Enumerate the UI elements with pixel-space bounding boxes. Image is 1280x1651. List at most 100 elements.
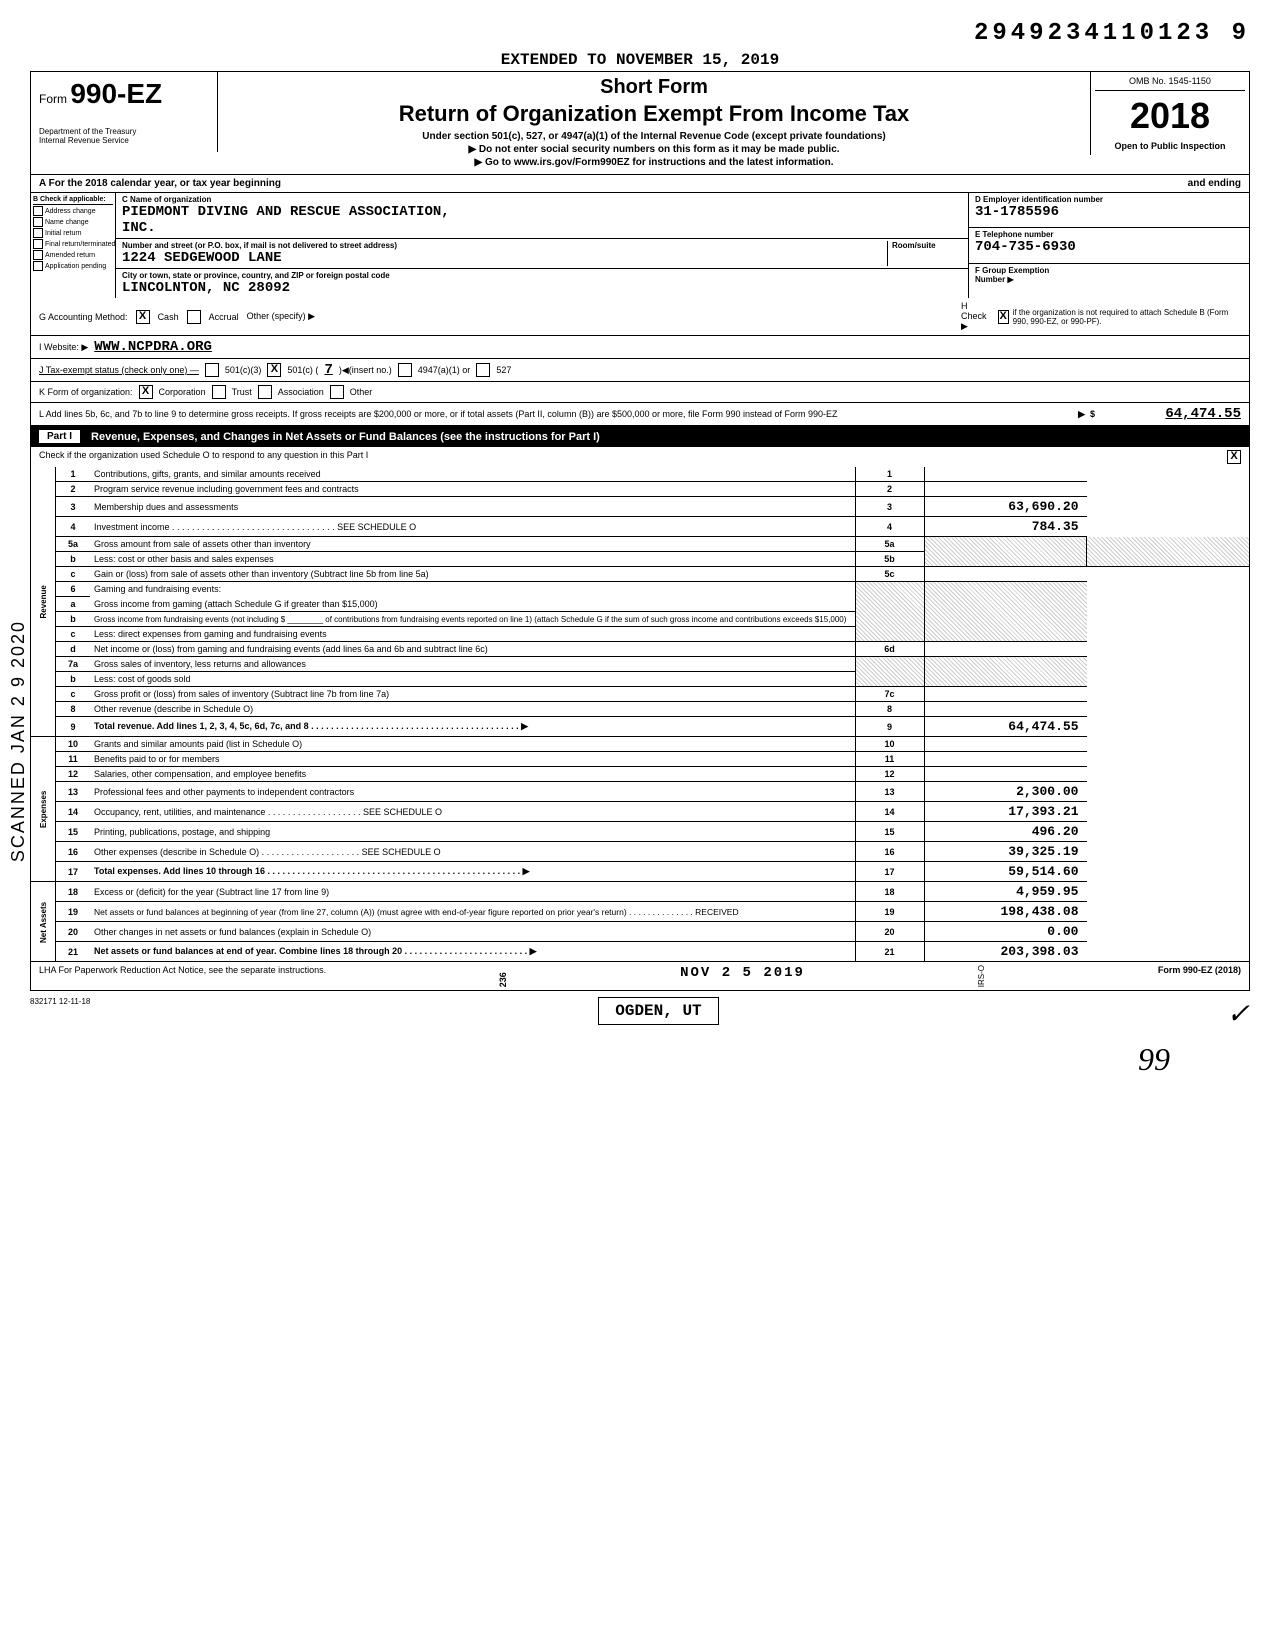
row-k: K Form of organization: XCorporation Tru… — [30, 382, 1250, 403]
line-12-box: 12 — [855, 767, 924, 782]
check-schedule-o-row: Check if the organization used Schedule … — [30, 447, 1250, 467]
l-text: L Add lines 5b, 6c, and 7b to line 9 to … — [39, 409, 1072, 419]
row-website: I Website: ▶ WWW.NCPDRA.ORG — [30, 336, 1250, 359]
line-1-desc: Contributions, gifts, grants, and simila… — [90, 467, 855, 482]
line-7a-num: 7a — [56, 657, 91, 672]
row-l: L Add lines 5b, 6c, and 7b to line 9 to … — [30, 403, 1250, 426]
line-7c-desc: Gross profit or (loss) from sales of inv… — [90, 687, 855, 702]
chk-name[interactable] — [33, 217, 43, 227]
line-16-num: 16 — [56, 842, 91, 862]
chk-address[interactable] — [33, 206, 43, 216]
footer-code: 832171 12-11-18 — [30, 997, 90, 1006]
line-11-num: 11 — [56, 752, 91, 767]
line-19-desc: Net assets or fund balances at beginning… — [94, 907, 739, 917]
omb-number: OMB No. 1545-1150 — [1095, 76, 1245, 91]
part-1-title: Revenue, Expenses, and Changes in Net As… — [91, 431, 600, 443]
chk-501c3[interactable] — [205, 363, 219, 377]
line-6a-num: a — [56, 597, 91, 612]
line-5c-num: c — [56, 567, 91, 582]
chk-527[interactable] — [476, 363, 490, 377]
form-number: 990-EZ — [70, 78, 162, 109]
calendar-year-row: A For the 2018 calendar year, or tax yea… — [30, 174, 1250, 192]
line-4-box: 4 — [855, 517, 924, 537]
line-18-desc: Excess or (deficit) for the year (Subtra… — [90, 882, 855, 902]
check-o-text: Check if the organization used Schedule … — [39, 450, 368, 464]
line-6-desc: Gaming and fundraising events: — [90, 582, 855, 597]
part-1-header: Part I Revenue, Expenses, and Changes in… — [30, 426, 1250, 447]
line-7a-desc: Gross sales of inventory, less returns a… — [90, 657, 855, 672]
chk-501c[interactable]: X — [267, 363, 281, 377]
line-9-amt: 64,474.55 — [924, 717, 1087, 737]
phone-value: 704-735-6930 — [975, 239, 1243, 255]
line-1-amt — [924, 467, 1087, 482]
chk-final[interactable] — [33, 239, 43, 249]
4947-label: 4947(a)(1) or — [418, 365, 471, 375]
line-16-desc: Other expenses (describe in Schedule O) … — [90, 842, 855, 862]
line-4-desc: Investment income . . . . . . . . . . . … — [90, 517, 855, 537]
line-9-num: 9 — [56, 717, 91, 737]
line-21-desc: Net assets or fund balances at end of ye… — [90, 942, 855, 962]
line-18-amt: 4,959.95 — [924, 882, 1087, 902]
chk-other[interactable] — [330, 385, 344, 399]
chk-amended[interactable] — [33, 250, 43, 260]
short-form-label: Short Form — [226, 76, 1082, 99]
line-3-amt: 63,690.20 — [924, 497, 1087, 517]
line-15-desc: Printing, publications, postage, and shi… — [90, 822, 855, 842]
chk-h[interactable]: X — [998, 310, 1009, 324]
line-4-num: 4 — [56, 517, 91, 537]
chk-trust[interactable] — [212, 385, 226, 399]
chk-4947[interactable] — [398, 363, 412, 377]
line-17-num: 17 — [56, 862, 91, 882]
chk-pending[interactable] — [33, 261, 43, 271]
line-5a-desc: Gross amount from sale of assets other t… — [90, 537, 855, 552]
line-5a-num: 5a — [56, 537, 91, 552]
chk-initial[interactable] — [33, 228, 43, 238]
phone-label: E Telephone number — [975, 230, 1243, 239]
dept-irs: Internal Revenue Service — [39, 137, 209, 146]
line-3-box: 3 — [855, 497, 924, 517]
revenue-side-label: Revenue — [31, 467, 56, 737]
tax-year: 2018 — [1095, 95, 1245, 137]
form-header: Form 990-EZ Department of the Treasury I… — [30, 71, 1250, 174]
chk-assoc[interactable] — [258, 385, 272, 399]
line-15-num: 15 — [56, 822, 91, 842]
accrual-label: Accrual — [209, 312, 239, 322]
ein-value: 31-1785596 — [975, 204, 1243, 220]
row-j: J Tax-exempt status (check only one) — 5… — [30, 359, 1250, 382]
corp-label: Corporation — [159, 387, 206, 397]
line-19-num: 19 — [56, 902, 91, 922]
org-city: LINCOLNTON, NC 28092 — [122, 280, 962, 296]
501c-number: 7 — [324, 362, 332, 378]
line-4-amt: 784.35 — [924, 517, 1087, 537]
line-20-num: 20 — [56, 922, 91, 942]
line-5c-box: 5c — [855, 567, 924, 582]
line-1-box: 1 — [855, 467, 924, 482]
chk-schedule-o[interactable]: X — [1227, 450, 1241, 464]
line-7c-box: 7c — [855, 687, 924, 702]
line-18-num: 18 — [56, 882, 91, 902]
line-6-num: 6 — [56, 582, 91, 597]
line-13-desc: Professional fees and other payments to … — [90, 782, 855, 802]
line-17-box: 17 — [855, 862, 924, 882]
line-21-num: 21 — [56, 942, 91, 962]
footer-row: LHA For Paperwork Reduction Act Notice, … — [30, 962, 1250, 991]
line-2-desc: Program service revenue including govern… — [90, 482, 855, 497]
chk-corp[interactable]: X — [139, 385, 153, 399]
chk-accrual[interactable] — [187, 310, 201, 324]
chk-pending-label: Application pending — [45, 263, 106, 270]
line-14-amt: 17,393.21 — [924, 802, 1087, 822]
line-15-amt: 496.20 — [924, 822, 1087, 842]
line-3-num: 3 — [56, 497, 91, 517]
chk-cash[interactable]: X — [136, 310, 150, 324]
line-10-desc: Grants and similar amounts paid (list in… — [90, 737, 855, 752]
row-g-i: G Accounting Method: XCash Accrual Other… — [30, 298, 1250, 336]
open-public: Open to Public Inspection — [1095, 141, 1245, 151]
org-address: 1224 SEDGEWOOD LANE — [122, 250, 887, 266]
room-label: Room/suite — [892, 241, 962, 250]
line-10-box: 10 — [855, 737, 924, 752]
lha-notice: LHA For Paperwork Reduction Act Notice, … — [39, 965, 326, 987]
h-label: H Check ▶ — [961, 301, 994, 332]
line-13-amt: 2,300.00 — [924, 782, 1087, 802]
line-5b-num: b — [56, 552, 91, 567]
group-label: F Group Exemption — [975, 266, 1243, 275]
